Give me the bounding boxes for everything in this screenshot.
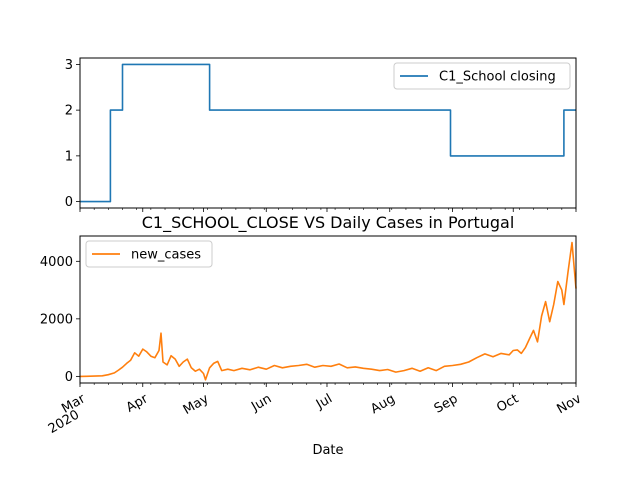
y-ticks: 0 1 2 3 bbox=[65, 58, 80, 210]
series-lines bbox=[79, 241, 577, 381]
y-tick-label: 1 bbox=[65, 149, 73, 164]
series-line-new-cases bbox=[79, 241, 577, 381]
y-tick-label: 3 bbox=[65, 58, 73, 73]
legend-box bbox=[393, 62, 571, 90]
legend-label: C1_School closing bbox=[439, 70, 556, 85]
chart-title: C1_SCHOOL_CLOSE VS Daily Cases in Portug… bbox=[142, 213, 515, 233]
y-tick-label: 0 bbox=[65, 195, 73, 210]
x-tick-label: Jul bbox=[313, 391, 335, 412]
y-tick-label: 2000 bbox=[40, 312, 73, 327]
school-closing-panel: 0 1 2 3 C1_School closing bbox=[65, 57, 577, 212]
plot-frame bbox=[79, 235, 577, 384]
legend: new_cases bbox=[85, 240, 213, 268]
legend-box bbox=[85, 240, 213, 268]
y-tick-label: 4000 bbox=[40, 255, 73, 270]
legend-label: new_cases bbox=[131, 248, 201, 263]
series-line-c1-school-closing bbox=[80, 63, 576, 203]
y-tick-label: 0 bbox=[65, 370, 73, 385]
x-axis-label: Date bbox=[312, 443, 343, 458]
series-lines bbox=[80, 63, 576, 203]
legend: C1_School closing bbox=[393, 62, 571, 90]
y-tick-label: 2 bbox=[65, 104, 73, 119]
y-ticks: 0 2000 4000 bbox=[40, 255, 80, 385]
plot-frame bbox=[79, 57, 577, 209]
